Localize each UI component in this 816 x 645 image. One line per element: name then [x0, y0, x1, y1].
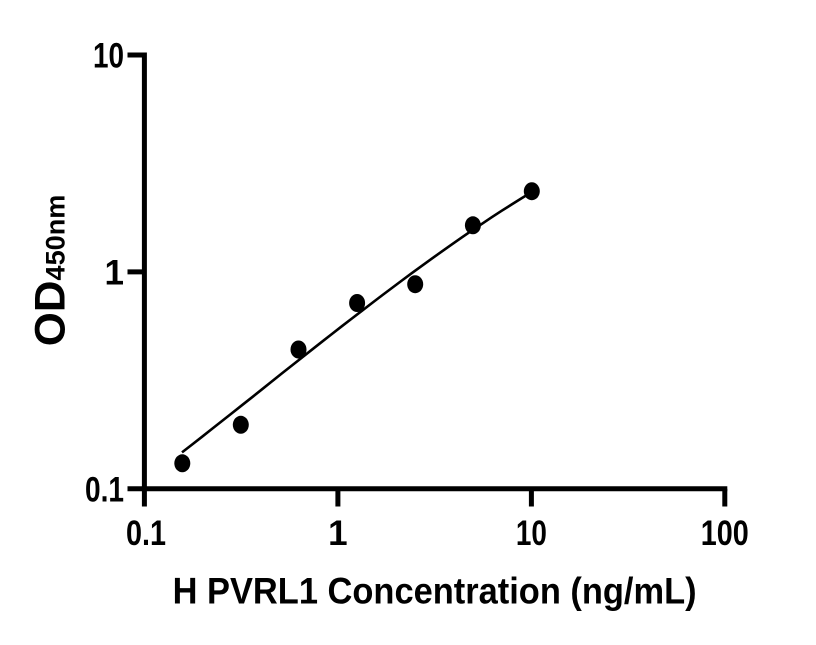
- svg-text:0.1: 0.1: [126, 514, 166, 553]
- svg-text:10: 10: [516, 514, 547, 553]
- svg-text:1: 1: [105, 253, 124, 292]
- svg-text:100: 100: [701, 514, 749, 553]
- svg-text:1: 1: [328, 514, 347, 553]
- svg-text:H PVRL1 Concentration (ng/mL): H PVRL1 Concentration (ng/mL): [173, 570, 697, 611]
- svg-text:0.1: 0.1: [85, 470, 124, 509]
- svg-text:10: 10: [93, 37, 124, 76]
